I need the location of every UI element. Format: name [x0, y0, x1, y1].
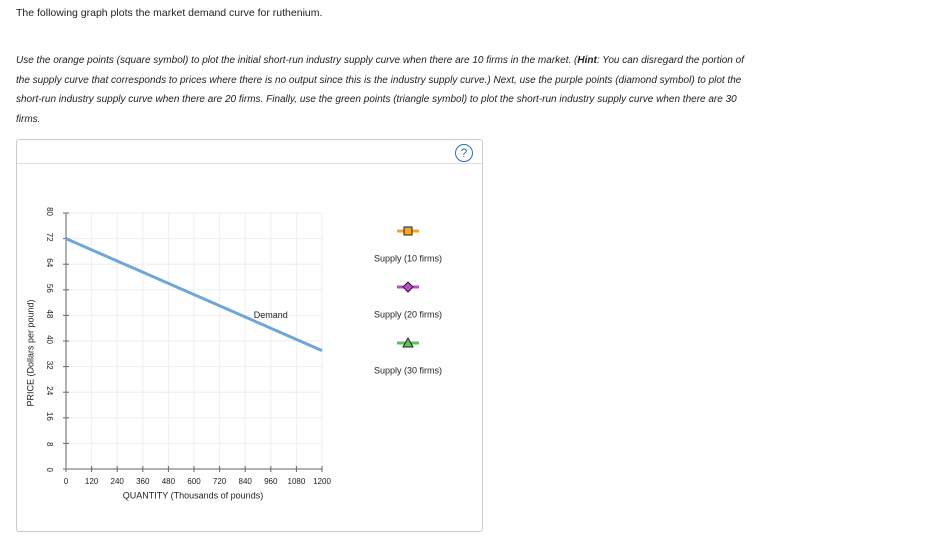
y-tick-label: 72 — [45, 233, 54, 242]
chart: 0 8 16 24 32 40 48 56 64 72 80 0 120 240 360 480 600 720 8… — [25, 207, 442, 500]
toolbar-divider — [17, 163, 482, 164]
tool-triangle[interactable] — [402, 336, 414, 348]
tool-label: Supply (30 firms) — [374, 365, 442, 375]
x-tick-label: 1080 — [288, 477, 306, 486]
y-tick-label: 40 — [45, 335, 54, 344]
series-label: Demand — [254, 310, 288, 320]
y-tick-label: 32 — [45, 361, 54, 370]
help-button[interactable]: ? — [455, 144, 473, 162]
instructions: Use the orange points (square symbol) to… — [16, 51, 756, 129]
y-tick-label: 24 — [45, 386, 54, 395]
instructions-text: Use the orange points (square symbol) to… — [16, 55, 578, 66]
tool-label: Supply (10 firms) — [374, 253, 442, 263]
x-tick-label: 0 — [64, 477, 69, 486]
instructions-text: : You can disregard the portion of the s… — [16, 55, 744, 125]
y-tick-label: 16 — [45, 412, 54, 421]
y-tick-label: 0 — [45, 468, 54, 473]
tool-diamond[interactable] — [402, 281, 414, 293]
hint: Hint — [577, 55, 597, 66]
x-tick-label: 960 — [264, 477, 278, 486]
y-tick-label: 64 — [45, 258, 54, 267]
x-tick-label: 360 — [136, 477, 150, 486]
x-tick-label: 120 — [85, 477, 99, 486]
x-tick-label: 1200 — [313, 477, 331, 486]
x-tick-label: 240 — [111, 477, 125, 486]
x-tick-label: 480 — [162, 477, 176, 486]
header-text: The following graph plots the market dem… — [16, 7, 323, 19]
y-tick-label: 48 — [45, 309, 54, 318]
y-axis-label: PRICE (Dollars per pound) — [25, 299, 35, 406]
x-axis-label: QUANTITY (Thousands of pounds) — [123, 490, 263, 500]
y-tick-label: 56 — [45, 284, 54, 293]
x-tick-label: 720 — [213, 477, 227, 486]
demand-line — [65, 237, 323, 352]
x-tick-label: 600 — [187, 477, 201, 486]
graph-panel: 0 8 16 24 32 40 48 56 64 72 80 0 120 240 360 480 600 720 8… — [16, 139, 483, 532]
tool-label: Supply (20 firms) — [374, 309, 442, 319]
tool-square[interactable] — [403, 226, 413, 236]
y-tick-label: 80 — [45, 207, 54, 216]
x-tick-label: 840 — [239, 477, 253, 486]
y-tick-label: 8 — [45, 442, 54, 447]
